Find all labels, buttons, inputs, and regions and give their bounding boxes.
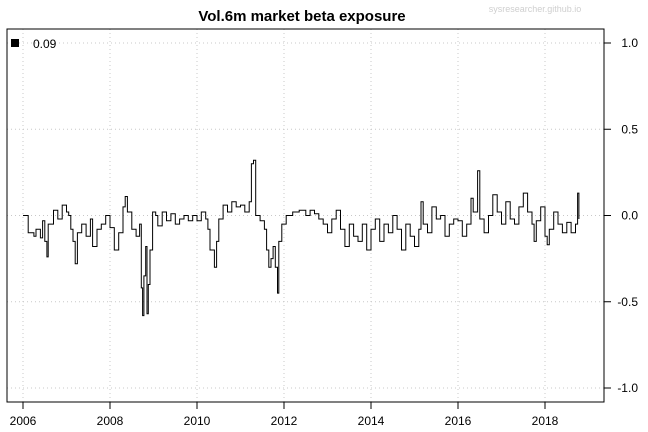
y-tick-label: 1.0 (621, 36, 638, 50)
y-tick-label: -0.5 (617, 295, 638, 309)
x-axis: 2006 2008 2010 2012 2014 2016 2018 (10, 402, 559, 428)
watermark: sysresearcher.github.io (489, 4, 582, 14)
x-tick-label: 2006 (10, 414, 37, 428)
chart-title: Vol.6m market beta exposure (198, 8, 405, 25)
x-tick-label: 2016 (445, 414, 472, 428)
y-axis: 1.0 0.5 0.0 -0.5 -1.0 (604, 36, 638, 395)
x-tick-label: 2014 (358, 414, 385, 428)
x-tick-label: 2012 (271, 414, 298, 428)
y-tick-label: 0.5 (621, 122, 638, 136)
legend-label: 0.09 (33, 37, 57, 51)
x-tick-label: 2018 (532, 414, 559, 428)
x-tick-label: 2010 (184, 414, 211, 428)
legend-marker (11, 39, 19, 47)
y-tick-label: -1.0 (617, 381, 638, 395)
series-line (23, 159, 580, 317)
y-tick-label: 0.0 (621, 209, 638, 223)
legend: 0.09 (11, 37, 57, 51)
x-tick-label: 2008 (97, 414, 124, 428)
series-layer (23, 159, 580, 317)
